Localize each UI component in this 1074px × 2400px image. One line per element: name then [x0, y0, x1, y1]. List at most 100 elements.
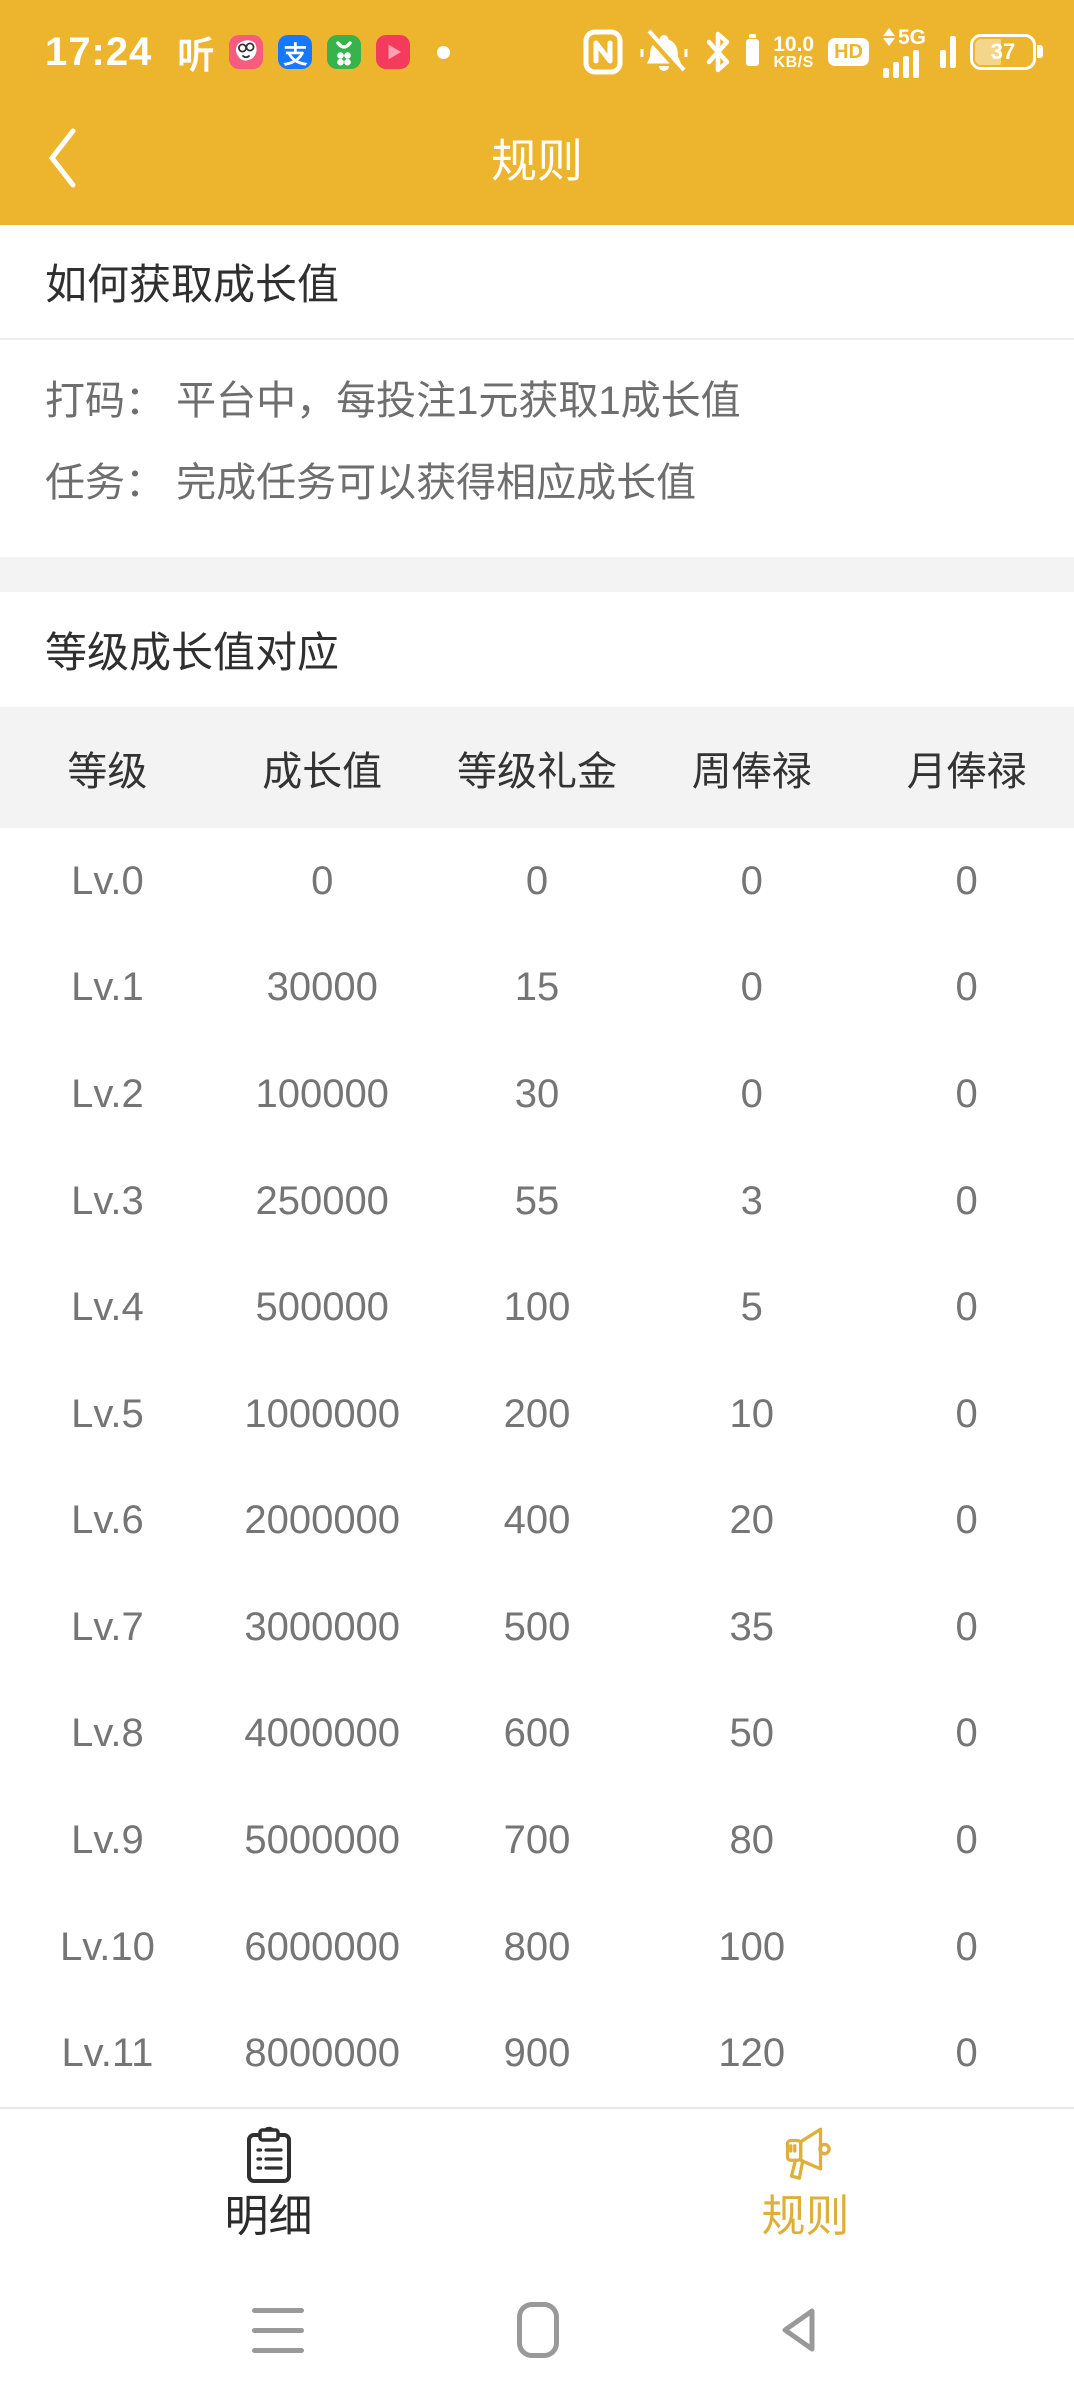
table-header-cell: 等级礼金	[456, 749, 617, 794]
table-cell: 5	[740, 1285, 763, 1330]
table-cell: 4000000	[244, 1711, 401, 1756]
back-key[interactable]	[772, 2301, 824, 2359]
table-row: Lv.10 6000000 800 100 0	[0, 1894, 1074, 2001]
table-cell: 100	[718, 1924, 786, 1969]
network-speed-unit: KB/S	[773, 53, 814, 71]
table-cell: Lv.1	[71, 965, 144, 1010]
network-speed-value: 10.0	[773, 32, 815, 56]
ting-notification-icon: 听	[177, 35, 215, 76]
table-header-cell: 等级	[67, 749, 148, 794]
table-cell: 800	[503, 1924, 571, 1969]
table-cell: 1000000	[244, 1391, 401, 1436]
table-header-row: 等级 成长值 等级礼金 周俸禄 月俸禄	[0, 707, 1074, 828]
app-market-app-icon	[327, 35, 362, 69]
table-cell: 500000	[255, 1285, 389, 1330]
table-row: Lv.5 1000000 200 10 0	[0, 1361, 1074, 1468]
home-key[interactable]	[512, 2301, 564, 2359]
bluetooth-icon	[706, 31, 730, 73]
table-cell: 0	[955, 1498, 978, 1543]
table-cell: 900	[503, 2031, 571, 2076]
signal-5g-icon: 5G	[882, 27, 926, 78]
table-cell: 0	[740, 965, 763, 1010]
table-cell: Lv.3	[71, 1178, 144, 1223]
table-row: Lv.1 30000 15 0 0	[0, 935, 1074, 1042]
table-cell: 100000	[255, 1071, 389, 1116]
battery-percent: 37	[990, 39, 1016, 64]
clipboard-icon	[246, 2126, 291, 2183]
megaphone-icon	[785, 2127, 831, 2180]
table-body: Lv.0 0 0 0 0 Lv.1 30000 15 0 0 Lv.2 100000 30 0 0 Lv.3 2…	[0, 828, 1074, 2107]
tab-detail[interactable]: 明细	[0, 2109, 537, 2270]
page-title: 规则	[491, 134, 583, 187]
clover-icon	[336, 41, 353, 66]
status-right-cluster: 10.0 KB/S HD 5G 37	[582, 27, 1043, 78]
table-cell: 400	[503, 1498, 571, 1543]
section-how-title: 如何获取成长值	[0, 225, 1074, 340]
table-row: Lv.0 0 0 0 0	[0, 828, 1074, 935]
back-triangle-icon	[782, 2308, 815, 2352]
table-cell: Lv.7	[71, 1604, 144, 1649]
play-icon	[388, 44, 402, 60]
table-cell: 0	[740, 858, 763, 903]
table-cell: 0	[955, 1817, 978, 1862]
alipay-glyph: 支	[283, 41, 308, 69]
notification-dot-icon	[437, 45, 451, 59]
signal-sim2-icon	[940, 36, 956, 68]
status-bar: 17:24 听 支	[0, 0, 1074, 90]
table-cell: 50	[729, 1711, 775, 1756]
back-button[interactable]	[42, 122, 82, 194]
alipay-app-icon: 支	[278, 35, 313, 69]
table-cell: 30000	[266, 965, 378, 1010]
table-cell: Lv.8	[71, 1711, 144, 1756]
table-cell: Lv.2	[71, 1071, 144, 1116]
table-cell: Lv.6	[71, 1498, 144, 1543]
battery-icon: 37	[970, 34, 1043, 70]
table-cell: 0	[525, 858, 549, 903]
table-cell: 0	[955, 1071, 978, 1116]
table-row: Lv.4 500000 100 5 0	[0, 1254, 1074, 1361]
table-header-cell: 月俸禄	[906, 749, 1027, 794]
menu-icon	[252, 2307, 304, 2353]
table-cell: 700	[503, 1817, 571, 1862]
tab-detail-label: 明细	[224, 2192, 313, 2241]
table-cell: 100	[503, 1285, 571, 1330]
table-row: Lv.9 5000000 700 80 0	[0, 1787, 1074, 1894]
table-cell: 0	[955, 1711, 978, 1756]
table-row: Lv.6 2000000 400 20 0	[0, 1467, 1074, 1574]
status-left-cluster: 17:24 听 支	[45, 25, 451, 79]
menu-key[interactable]	[252, 2301, 304, 2359]
table-row: Lv.7 3000000 500 35 0	[0, 1574, 1074, 1681]
table-cell: 2000000	[244, 1498, 401, 1543]
section-how-body: 打码： 平台中，每投注1元获取1成长值 任务： 完成任务可以获得相应成长值	[0, 340, 1074, 557]
table-cell: 3000000	[244, 1604, 401, 1649]
table-cell: 600	[503, 1711, 571, 1756]
rule-line: 任务： 完成任务可以获得相应成长值	[45, 461, 697, 505]
app-header: 规则	[0, 90, 1074, 225]
nfc-icon	[583, 29, 623, 75]
android-nav-bar	[0, 2270, 1074, 2400]
bottom-tab-bar: 明细 规则	[0, 2107, 1074, 2270]
table-cell: Lv.0	[71, 858, 144, 903]
hd-icon: HD	[828, 38, 869, 66]
face-icon	[236, 40, 257, 61]
table-cell: 250000	[255, 1178, 389, 1223]
pipi-app-icon	[229, 35, 264, 69]
section-divider	[0, 557, 1074, 592]
table-cell: 15	[514, 965, 560, 1010]
rule-line: 打码： 平台中，每投注1元获取1成长值	[45, 379, 741, 423]
table-row: Lv.3 250000 55 3 0	[0, 1148, 1074, 1255]
tab-rules[interactable]: 规则	[537, 2109, 1074, 2270]
table-cell: 5000000	[244, 1817, 401, 1862]
table-cell: 55	[514, 1178, 560, 1223]
bluetooth-battery-icon	[746, 33, 760, 66]
table-cell: 35	[729, 1604, 775, 1649]
table-cell: 200	[503, 1391, 571, 1436]
home-icon	[517, 2302, 559, 2358]
table-cell: 0	[955, 1924, 978, 1969]
table-cell: 10	[729, 1391, 775, 1436]
table-cell: 500	[503, 1604, 571, 1649]
table-cell: Lv.11	[61, 2031, 154, 2076]
table-cell: 0	[955, 965, 978, 1010]
mute-bell-icon	[640, 29, 688, 75]
